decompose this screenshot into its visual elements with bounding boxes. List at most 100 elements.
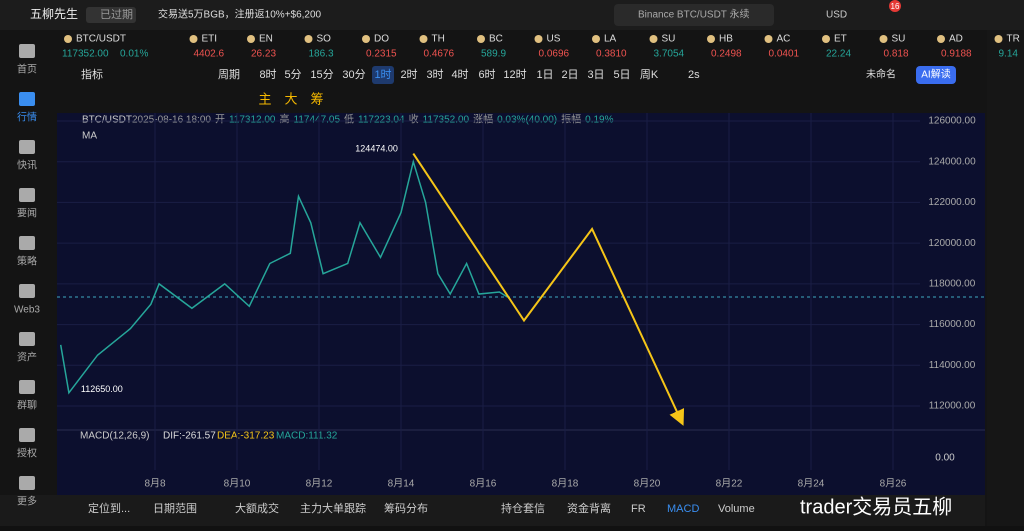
- nav-label[interactable]: 快讯: [17, 160, 37, 172]
- nav-label[interactable]: Web3: [14, 305, 40, 316]
- ticker-name[interactable]: US: [547, 34, 561, 45]
- status-pill: [86, 7, 136, 23]
- nav-icon[interactable]: [19, 140, 35, 154]
- ticker-name[interactable]: HB: [719, 34, 733, 45]
- ai-btn[interactable]: AI解读: [921, 68, 950, 81]
- macd-dif: DIF:-261.57: [163, 431, 216, 442]
- period-btn[interactable]: 周期: [218, 68, 240, 81]
- timeframe[interactable]: 6时: [478, 68, 495, 81]
- ticker-name[interactable]: AC: [777, 34, 791, 45]
- timeframe[interactable]: 3时: [426, 68, 443, 81]
- ticker-name[interactable]: SU: [892, 34, 906, 45]
- price-line: [59, 158, 508, 395]
- bottom-tab[interactable]: 筹码分布: [384, 501, 428, 515]
- nav-label[interactable]: 授权: [17, 447, 37, 460]
- timeframe[interactable]: 4时: [451, 68, 468, 81]
- ticker-icon: [304, 35, 313, 43]
- nav-label[interactable]: 首页: [17, 63, 37, 76]
- timeframe[interactable]: 5日: [613, 69, 630, 81]
- timeframe[interactable]: 5分: [284, 68, 301, 81]
- info-time: 2025-08-16 18:00: [132, 115, 211, 126]
- timeframe[interactable]: 2日: [561, 69, 578, 81]
- promo[interactable]: 交易送5万BGB，注册返10%+$6,200: [158, 8, 322, 21]
- ticker-name[interactable]: ETI: [202, 34, 218, 45]
- ticker-change[interactable]: 0.01%: [120, 49, 148, 60]
- ticker-price[interactable]: 589.9: [481, 49, 506, 60]
- nav-label[interactable]: 更多: [17, 495, 37, 508]
- ticker-name[interactable]: TH: [432, 34, 445, 45]
- refresh[interactable]: 2s: [688, 69, 700, 81]
- bottom-tab[interactable]: 日期范围: [153, 501, 197, 515]
- ticker-price[interactable]: 9.14: [999, 49, 1019, 60]
- ticker-price[interactable]: 0.4676: [424, 49, 455, 60]
- ticker-price[interactable]: 186.3: [309, 49, 334, 60]
- search-text[interactable]: Binance BTC/USDT 永续: [638, 8, 750, 21]
- currency[interactable]: USD: [826, 10, 847, 21]
- ticker-price[interactable]: 0.0696: [539, 49, 570, 60]
- ticker-name[interactable]: DO: [374, 34, 389, 45]
- nav-icon[interactable]: [19, 476, 35, 490]
- info-open: 117312.00: [229, 115, 276, 126]
- draw-tool[interactable]: 大: [284, 91, 297, 106]
- ai-btn-bg[interactable]: [916, 66, 956, 84]
- ticker-name[interactable]: SU: [662, 34, 676, 45]
- nav-icon[interactable]: [19, 332, 35, 346]
- nav-label[interactable]: 要闻: [17, 207, 37, 220]
- bottom-tab[interactable]: MACD: [667, 503, 699, 515]
- layout-name[interactable]: 未命名: [866, 68, 896, 81]
- nav-label[interactable]: 群聊: [17, 399, 37, 412]
- ticker-name[interactable]: BTC/USDT: [76, 34, 126, 45]
- nav-icon[interactable]: [19, 188, 35, 202]
- ticker-price[interactable]: 22.24: [826, 49, 851, 60]
- timeframe[interactable]: 1日: [536, 69, 553, 81]
- draw-tool[interactable]: 主: [258, 91, 271, 106]
- nav-icon[interactable]: [19, 380, 35, 394]
- ticker-name[interactable]: SO: [317, 34, 332, 45]
- ticker-name[interactable]: AD: [949, 34, 963, 45]
- bottom-tab[interactable]: Volume: [718, 503, 755, 515]
- draw-tool[interactable]: 筹: [310, 91, 323, 106]
- info-low: 117223.04: [358, 115, 405, 126]
- bottom-tab[interactable]: 资金背离: [567, 501, 611, 515]
- ticker-name[interactable]: ET: [834, 34, 847, 45]
- indicator-btn[interactable]: 指标: [81, 67, 103, 81]
- ticker-price[interactable]: 0.2498: [711, 49, 742, 60]
- search-box[interactable]: [614, 4, 774, 26]
- ticker-price[interactable]: 0.3810: [596, 49, 627, 60]
- timeframe[interactable]: 3日: [587, 69, 604, 81]
- timeframe[interactable]: 15分: [310, 68, 333, 81]
- bottom-tab[interactable]: 定位到...: [88, 501, 130, 515]
- nav-icon[interactable]: [19, 92, 35, 106]
- nav-label[interactable]: 资产: [17, 351, 37, 364]
- ticker-price[interactable]: 26.23: [251, 49, 276, 60]
- nav-icon[interactable]: [19, 284, 35, 298]
- ticker-name[interactable]: TR: [1007, 34, 1020, 45]
- ticker-price[interactable]: 0.9188: [941, 49, 972, 60]
- ticker-price[interactable]: 3.7054: [654, 49, 685, 60]
- nav-icon[interactable]: [19, 236, 35, 250]
- timeframe[interactable]: 1时: [374, 68, 391, 81]
- bottom-tab[interactable]: 主力大单跟踪: [300, 501, 366, 515]
- x-tick-label: 8月10: [224, 478, 251, 490]
- ticker-price[interactable]: 0.0401: [769, 49, 800, 60]
- timeframe[interactable]: 30分: [342, 68, 365, 81]
- ticker-price[interactable]: 117352.00: [62, 49, 109, 60]
- nav-label[interactable]: 策略: [17, 255, 37, 268]
- timeframe[interactable]: 周K: [640, 68, 659, 81]
- nav-icon[interactable]: [19, 44, 35, 58]
- ticker-name[interactable]: EN: [259, 34, 273, 45]
- nav-label[interactable]: 行情: [17, 111, 37, 124]
- timeframe[interactable]: 12时: [503, 68, 526, 81]
- timeframe[interactable]: 8时: [259, 68, 276, 81]
- bottom-tab[interactable]: 大额成交: [235, 501, 279, 515]
- ticker-name[interactable]: BC: [489, 34, 503, 45]
- ticker-price[interactable]: 4402.6: [194, 49, 225, 60]
- bottom-tab[interactable]: FR: [631, 503, 646, 515]
- timeframe[interactable]: 2时: [400, 68, 417, 81]
- nav-icon[interactable]: [19, 428, 35, 442]
- bottom-tab[interactable]: 持仓套信: [501, 501, 545, 515]
- ticker-price[interactable]: 0.2315: [366, 49, 397, 60]
- ticker-price[interactable]: 0.818: [884, 49, 909, 60]
- ticker-name[interactable]: LA: [604, 34, 617, 45]
